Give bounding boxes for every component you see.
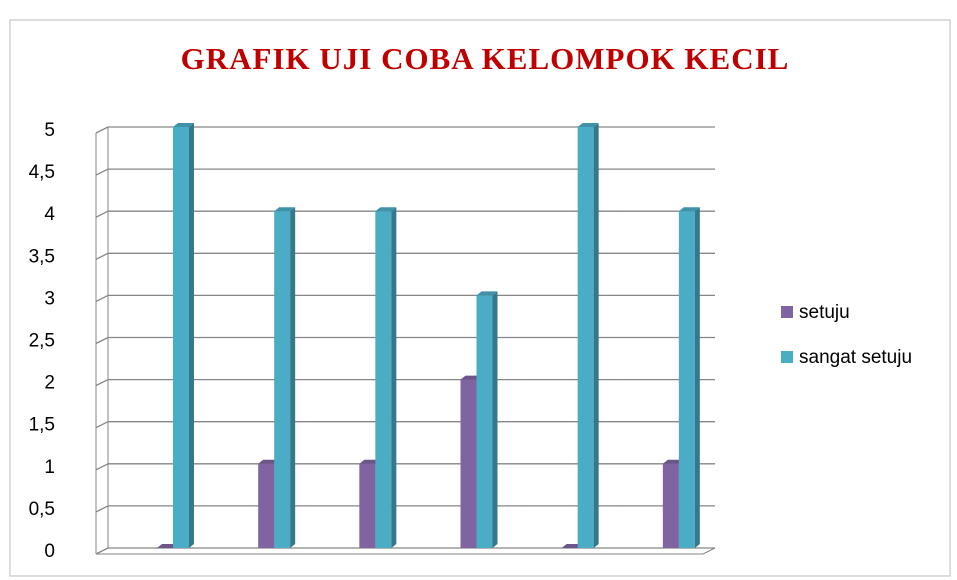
bar bbox=[476, 295, 493, 548]
bar bbox=[173, 127, 189, 548]
bar bbox=[375, 211, 392, 548]
bar-top bbox=[375, 207, 397, 212]
y-tick-label: 0,5 bbox=[29, 499, 55, 520]
grid-line bbox=[95, 252, 109, 260]
legend-label: sangat setuju bbox=[799, 347, 912, 368]
grid-line bbox=[95, 505, 109, 513]
y-tick-label: 2,5 bbox=[29, 331, 55, 352]
chart-title: GRAFIK UJI COBA KELOMPOK KECIL bbox=[181, 41, 790, 76]
bar-side bbox=[391, 207, 397, 548]
bar-side bbox=[694, 207, 700, 548]
chart-border bbox=[9, 19, 951, 577]
bar-side bbox=[593, 123, 599, 548]
bar-top bbox=[274, 207, 296, 212]
bar-top bbox=[662, 459, 684, 464]
y-tick-label: 0 bbox=[44, 541, 55, 562]
bar-top bbox=[476, 291, 498, 296]
legend-swatch bbox=[781, 351, 793, 363]
grid-line bbox=[95, 210, 109, 218]
bar bbox=[577, 127, 594, 548]
bar-top bbox=[258, 459, 280, 464]
bar bbox=[274, 211, 291, 548]
bar-side bbox=[189, 123, 194, 548]
grid-line bbox=[95, 336, 109, 345]
bar bbox=[662, 463, 679, 548]
legend-swatch bbox=[781, 306, 793, 318]
bar-top bbox=[678, 207, 700, 212]
floor-edge bbox=[702, 547, 716, 555]
bar-top bbox=[561, 544, 583, 548]
bar-top bbox=[173, 123, 194, 127]
bar bbox=[359, 463, 376, 548]
grid-line bbox=[95, 126, 109, 134]
y-tick-label: 1,5 bbox=[29, 415, 55, 436]
grid-line bbox=[95, 421, 109, 429]
bar-top bbox=[577, 123, 599, 127]
grid-line bbox=[95, 294, 109, 302]
bar bbox=[460, 379, 477, 548]
grid-line bbox=[95, 463, 109, 471]
bar-top bbox=[359, 459, 381, 464]
grid-line bbox=[95, 547, 109, 555]
y-tick-label: 2 bbox=[44, 373, 55, 394]
y-tick-label: 4 bbox=[44, 204, 55, 225]
y-tick-label: 1 bbox=[44, 457, 55, 478]
y-tick-label: 3,5 bbox=[29, 246, 55, 267]
grid-line bbox=[95, 379, 109, 387]
y-tick-label: 5 bbox=[44, 120, 55, 141]
bar bbox=[258, 463, 275, 548]
bar-top bbox=[157, 544, 178, 548]
grid-line bbox=[95, 168, 109, 176]
legend-label: setuju bbox=[799, 302, 850, 323]
y-tick-label: 4,5 bbox=[29, 162, 55, 183]
bar-side bbox=[492, 291, 498, 548]
bar-side bbox=[290, 207, 296, 548]
bar-top bbox=[460, 375, 482, 380]
y-tick-label: 3 bbox=[44, 288, 55, 309]
bar bbox=[678, 211, 695, 548]
